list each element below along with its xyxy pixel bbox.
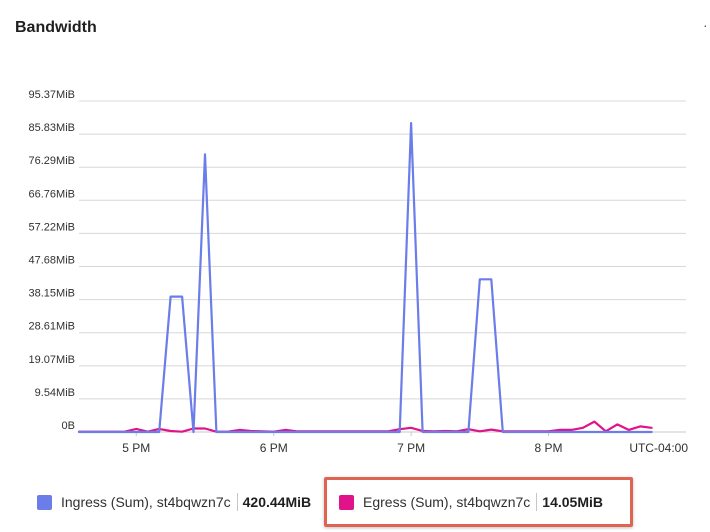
x-tick-label: 8 PM — [535, 441, 563, 455]
y-tick-label: 47.68MiB — [29, 255, 75, 267]
ingress-series-line[interactable] — [77, 121, 653, 434]
y-tick-label: 0B — [62, 420, 75, 432]
y-tick-label: 38.15MiB — [29, 288, 75, 300]
x-tick-label: 7 PM — [397, 441, 425, 455]
egress-series-line[interactable] — [77, 420, 653, 433]
legend-divider — [236, 493, 238, 511]
more-options-icon[interactable]: · — [703, 17, 708, 33]
x-axis-ticks: 5 PM 6 PM 7 PM 8 PM — [122, 432, 563, 455]
legend-swatch-ingress — [37, 494, 52, 510]
y-axis-ticks: 0B 9.54MiB 19.07MiB 28.61MiB 38.15MiB 47.68Mi… — [29, 89, 75, 432]
y-tick-label: 85.83MiB — [29, 122, 75, 134]
legend-item-ingress[interactable]: Ingress (Sum), st4bqwzn7c 420.44MiB — [37, 489, 311, 515]
legend-label-ingress: Ingress (Sum), st4bqwzn7c — [61, 494, 231, 510]
y-tick-label: 28.61MiB — [29, 321, 75, 333]
x-tick-label: 5 PM — [122, 441, 150, 455]
x-tick-label: 6 PM — [260, 441, 288, 455]
legend-divider — [536, 493, 538, 511]
legend-value-ingress: 420.44MiB — [242, 494, 312, 510]
legend-swatch-egress — [339, 494, 354, 510]
legend-item-egress[interactable]: Egress (Sum), st4bqwzn7c 14.05MiB — [339, 489, 603, 515]
y-tick-label: 76.29MiB — [29, 155, 75, 167]
chart-legend: Ingress (Sum), st4bqwzn7c 420.44MiB Egre… — [0, 478, 710, 528]
grid-layer — [79, 100, 686, 433]
timezone-label: UTC-04:00 — [629, 441, 688, 455]
y-tick-label: 19.07MiB — [29, 354, 75, 366]
y-tick-label: 57.22MiB — [29, 221, 75, 233]
egress-highlight-box — [324, 477, 633, 527]
series-layer — [77, 121, 653, 434]
legend-label-egress: Egress (Sum), st4bqwzn7c — [363, 494, 531, 510]
y-tick-label: 9.54MiB — [35, 387, 75, 399]
legend-value-egress: 14.05MiB — [542, 494, 603, 510]
bandwidth-chart[interactable]: 0B 9.54MiB 19.07MiB 28.61MiB 38.15MiB 47.68Mi… — [0, 0, 710, 470]
y-tick-label: 95.37MiB — [29, 89, 75, 101]
y-tick-label: 66.76MiB — [29, 188, 75, 200]
panel-title: Bandwidth — [15, 19, 97, 36]
